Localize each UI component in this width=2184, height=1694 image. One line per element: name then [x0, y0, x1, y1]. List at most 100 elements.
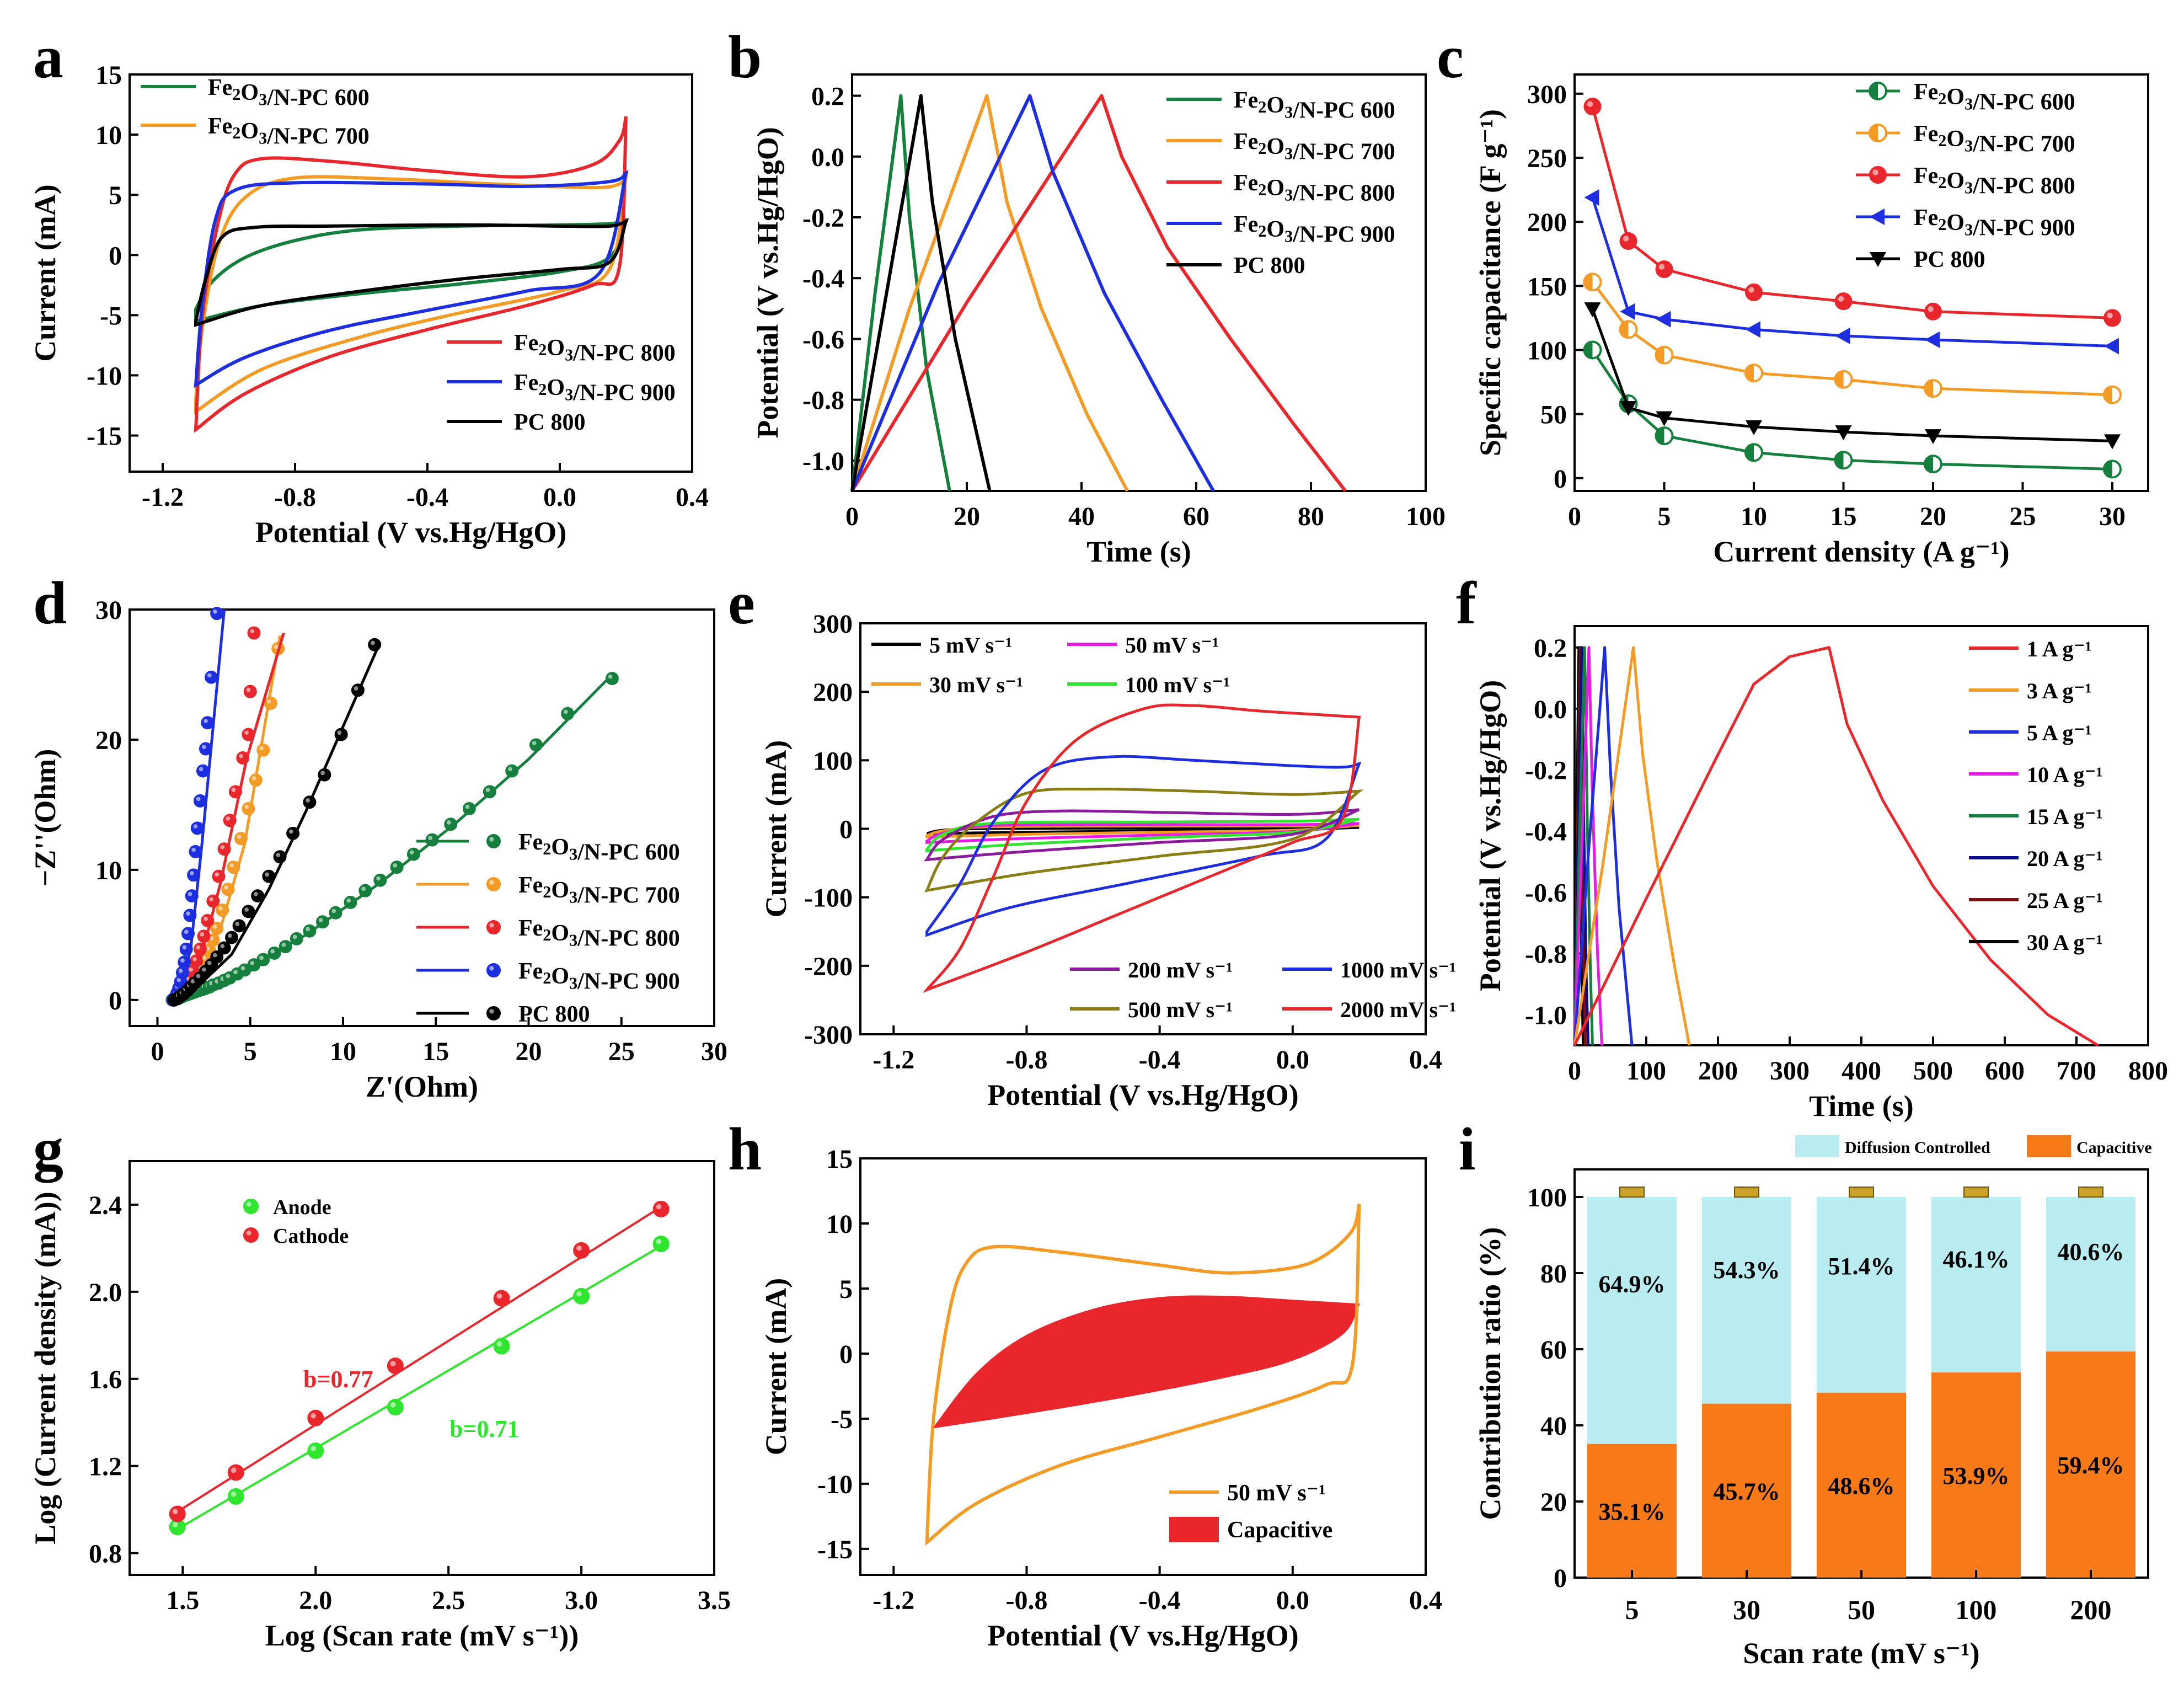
bar-diffusion	[1587, 1197, 1677, 1444]
data-point	[462, 801, 476, 815]
x-tick-label: -0.4	[406, 483, 448, 512]
legend-label: Diffusion Controlled	[1845, 1139, 1990, 1157]
plot-frame	[1573, 73, 2149, 492]
gcd-curve	[850, 94, 1347, 492]
panel-b: b 0 20 40 60 80 100 -1.0 -0.8 -0.6 -0.4 -0.2 0.0 0.2 T…	[728, 23, 1446, 568]
x-tick-label: 600	[1985, 1056, 2025, 1086]
battery-cap	[2078, 1187, 2103, 1198]
data-point	[368, 638, 382, 651]
y-tick-label: -15	[87, 422, 122, 451]
data-point-shine	[532, 741, 537, 745]
data-point	[1835, 425, 1852, 441]
y-tick-label: -0.2	[1525, 756, 1567, 785]
data-point-fill	[2104, 461, 2112, 478]
cv-curve	[925, 1203, 1361, 1546]
y-tick-label: 15	[826, 1145, 853, 1174]
x-tick-label: 100	[1626, 1056, 1666, 1086]
x-tick-label: 20	[1920, 502, 1946, 531]
data-point	[486, 834, 501, 848]
gcd-curve	[1573, 646, 1603, 1046]
data-point	[1584, 302, 1601, 318]
panel-letter: c	[1437, 23, 1464, 90]
data-point	[242, 905, 255, 918]
data-point	[1620, 401, 1637, 416]
data-point-shine	[409, 850, 414, 855]
data-point	[1745, 283, 1763, 301]
x-tick-label: -1.2	[872, 1045, 914, 1075]
x-tick-label: 0	[151, 1037, 164, 1066]
data-point	[279, 940, 292, 954]
y-tick-label: 0	[839, 1340, 853, 1369]
battery-cap	[1963, 1187, 1989, 1198]
legend-label: 1 A g⁻¹	[2027, 637, 2092, 661]
y-tick-label: 40	[1540, 1412, 1567, 1441]
data-point-shine	[496, 1293, 502, 1299]
data-point-shine	[196, 974, 201, 979]
y-tick-label: 60	[1540, 1335, 1567, 1365]
data-point-shine	[254, 891, 258, 896]
data-point	[273, 850, 287, 864]
data-point	[247, 626, 261, 640]
cv-curve	[925, 822, 1359, 844]
x-tick-label: 5	[1658, 502, 1671, 531]
data-point	[256, 743, 270, 757]
x-tick-label: 50	[1848, 1594, 1875, 1625]
cv-curve	[924, 787, 1364, 893]
data-point-fill	[1925, 380, 1933, 397]
cv-curve	[194, 116, 628, 433]
y-tick-label: -300	[804, 1020, 853, 1050]
y-tick-label: 50	[1540, 400, 1567, 430]
gcd-curve	[850, 94, 992, 491]
legend-label: Cathode	[273, 1225, 349, 1248]
y-tick-label: 2.0	[89, 1278, 122, 1307]
data-point	[1746, 420, 1762, 435]
legend-label: 500 mV s⁻¹	[1128, 997, 1233, 1022]
data-point	[217, 941, 231, 955]
y-tick-label: 100	[813, 746, 853, 776]
data-point-shine	[199, 767, 204, 772]
panel-letter: f	[1456, 569, 1477, 637]
bar-value-label: 48.6%	[1828, 1472, 1895, 1499]
legend-label: 5 A g⁻¹	[2027, 720, 2092, 745]
y-tick-label: -5	[831, 1405, 853, 1434]
data-point-shine	[266, 699, 271, 704]
data-point	[483, 785, 496, 799]
data-point	[201, 913, 215, 927]
legend-label: 15 A g⁻¹	[2027, 804, 2103, 829]
data-point-shine	[2107, 312, 2113, 319]
data-point-shine	[239, 754, 243, 758]
x-tick-label: 700	[2057, 1056, 2096, 1086]
data-point	[344, 895, 357, 909]
data-point-shine	[213, 609, 217, 614]
data-point	[197, 929, 211, 943]
data-point	[242, 801, 255, 815]
data-point-fill	[1746, 444, 1754, 461]
y-axis-label: Specific capacitance (F g⁻¹)	[1474, 109, 1507, 456]
data-point	[605, 672, 619, 686]
legend-label: Fe2O3/N-PC 700	[1914, 121, 2075, 157]
data-point	[406, 847, 420, 861]
data-point-fill	[1584, 341, 1593, 359]
y-tick-label: 0	[109, 986, 122, 1016]
y-tick-label: 15	[95, 61, 122, 90]
bar-diffusion	[2046, 1197, 2136, 1352]
legend-swatch	[1169, 1517, 1219, 1542]
data-point-shine	[207, 673, 212, 678]
data-point-shine	[201, 955, 206, 960]
y-tick-label: -200	[804, 952, 853, 981]
data-point-shine	[220, 845, 225, 849]
cv-curve	[194, 217, 629, 324]
data-point-shine	[250, 629, 255, 634]
data-point	[181, 927, 195, 940]
data-point	[351, 683, 365, 697]
data-point-shine	[489, 923, 494, 928]
data-point-shine	[204, 916, 208, 921]
data-point	[262, 869, 276, 883]
data-point-shine	[251, 776, 256, 781]
data-point-shine	[608, 674, 613, 679]
legend-label: 30 mV s⁻¹	[929, 672, 1023, 697]
x-tick-label: 3.5	[698, 1586, 731, 1615]
data-point	[225, 931, 239, 944]
x-tick-label: 10	[1741, 502, 1767, 531]
